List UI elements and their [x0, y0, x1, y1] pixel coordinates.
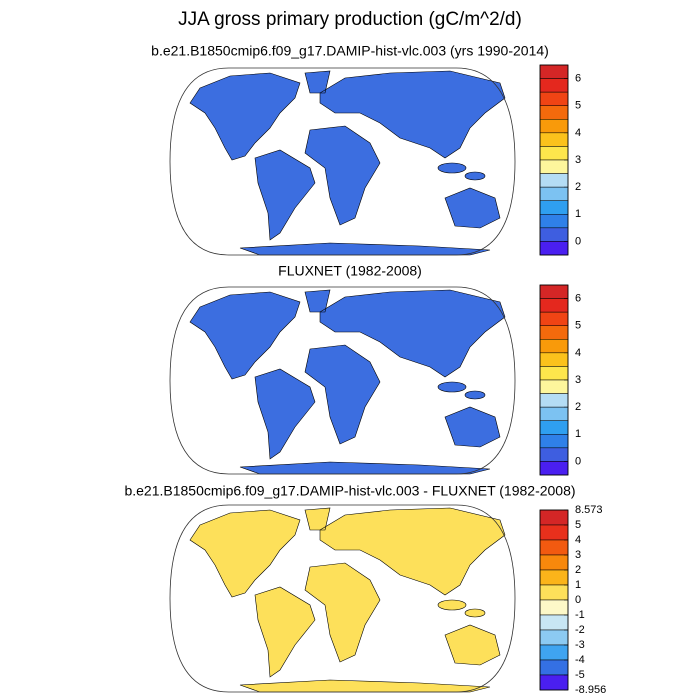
colorbar-box — [539, 461, 569, 476]
colorbar-box — [539, 659, 569, 676]
colorbar-label: 4 — [575, 347, 581, 359]
colorbar-box — [539, 366, 569, 381]
colorbar-box — [539, 78, 569, 93]
colorbar-box — [539, 406, 569, 421]
colorbar-box — [539, 91, 569, 106]
colorbar-label: 2 — [575, 564, 581, 576]
colorbar-label: 4 — [575, 534, 581, 546]
colorbar-box — [539, 539, 569, 556]
panel-title: FLUXNET (1982-2008) — [278, 263, 422, 279]
colorbar-label: 2 — [575, 401, 581, 413]
colorbar-box — [539, 227, 569, 242]
colorbar-frame — [539, 64, 569, 256]
colorbar-box — [539, 214, 569, 229]
colorbar-box — [539, 569, 569, 586]
colorbar-box — [539, 132, 569, 147]
colorbar-box — [539, 509, 569, 526]
colorbar-box — [539, 614, 569, 631]
map — [169, 504, 516, 693]
colorbar-box — [539, 200, 569, 215]
colorbar-label: 3 — [575, 154, 581, 166]
colorbar-label: 3 — [575, 374, 581, 386]
colorbar-box — [539, 325, 569, 340]
figure-title: JJA gross primary production (gC/m^2/d) — [178, 9, 522, 30]
colorbar-box — [539, 64, 569, 79]
colorbar-box — [539, 298, 569, 313]
colorbar-box — [539, 186, 569, 201]
colorbar-box — [539, 447, 569, 462]
colorbar-label: 6 — [575, 72, 581, 84]
colorbar-box — [539, 352, 569, 367]
colorbar-box — [539, 674, 569, 691]
colorbar-label: 0 — [575, 594, 581, 606]
map — [169, 67, 516, 256]
colorbar-label: 5 — [575, 519, 581, 531]
colorbar-label: 5 — [575, 100, 581, 112]
colorbar-box — [539, 173, 569, 188]
colorbar-box — [539, 584, 569, 601]
colorbar-label: -1 — [575, 609, 585, 621]
colorbar-box — [539, 146, 569, 161]
colorbar-label: 2 — [575, 181, 581, 193]
colorbar-frame — [539, 284, 569, 476]
colorbar-box — [539, 420, 569, 435]
colorbar-box — [539, 629, 569, 646]
colorbar-label: 1 — [575, 428, 581, 440]
colorbar-label: 3 — [575, 549, 581, 561]
panel-title: b.e21.B1850cmip6.f09_g17.DAMIP-hist-vlc.… — [124, 483, 575, 499]
colorbar-box — [539, 393, 569, 408]
colorbar-box — [539, 241, 569, 256]
colorbar-label: 5 — [575, 320, 581, 332]
colorbar-label: -3 — [575, 639, 585, 651]
map — [169, 286, 516, 475]
colorbar-box — [539, 159, 569, 174]
colorbar-box — [539, 554, 569, 571]
colorbar-label: -2 — [575, 624, 585, 636]
colorbar-box — [539, 339, 569, 354]
colorbar-box — [539, 105, 569, 120]
colorbar-label: -4 — [575, 654, 585, 666]
colorbar-box — [539, 379, 569, 394]
colorbar-box — [539, 119, 569, 134]
colorbar-label: 1 — [575, 579, 581, 591]
colorbar-frame — [539, 509, 569, 691]
colorbar-label: -5 — [575, 669, 585, 681]
colorbar-box — [539, 311, 569, 326]
colorbar-label: 6 — [575, 292, 581, 304]
colorbar-label: 4 — [575, 127, 581, 139]
colorbar-label: 0 — [575, 455, 581, 467]
colorbar-label: 0 — [575, 235, 581, 247]
colorbar-box — [539, 434, 569, 449]
colorbar-box — [539, 599, 569, 616]
colorbar-label: 1 — [575, 208, 581, 220]
panel-title: b.e21.B1850cmip6.f09_g17.DAMIP-hist-vlc.… — [151, 43, 549, 59]
colorbar-box — [539, 284, 569, 299]
colorbar-box — [539, 644, 569, 661]
colorbar-label: -8.956 — [575, 684, 606, 696]
colorbar-label: 8.573 — [575, 504, 603, 516]
colorbar-box — [539, 524, 569, 541]
